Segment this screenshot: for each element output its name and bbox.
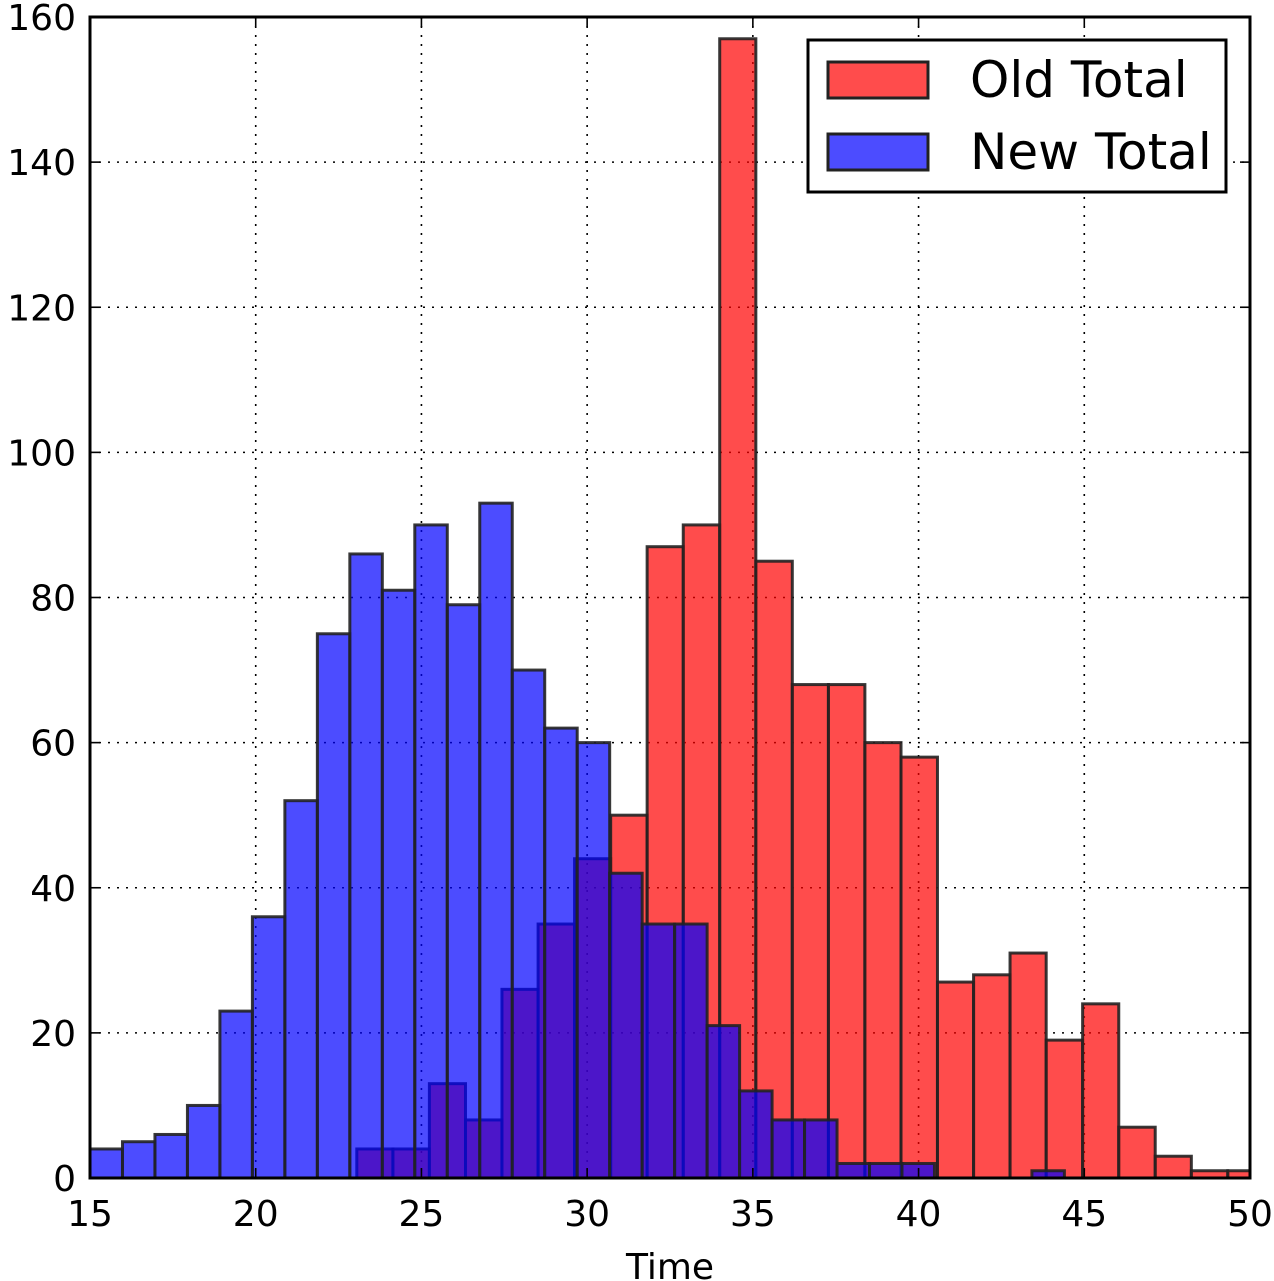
bar	[640, 922, 677, 1180]
bar	[899, 755, 939, 1180]
bar	[380, 588, 417, 1180]
legend-label: New Total	[970, 123, 1212, 181]
x-tick-label: 15	[67, 1194, 113, 1235]
bar	[348, 552, 384, 1180]
x-tick-label: 45	[1061, 1194, 1107, 1235]
legend: Old Total New Total	[806, 38, 1228, 194]
bar	[445, 603, 482, 1180]
bar	[1117, 1125, 1157, 1180]
bar	[770, 1118, 807, 1180]
x-axis-label: Time	[625, 1247, 714, 1281]
bar	[803, 1118, 839, 1180]
bar	[1081, 1002, 1121, 1180]
bar	[608, 871, 644, 1180]
bar	[413, 523, 449, 1180]
bar	[673, 922, 709, 1180]
x-tick-label: 50	[1227, 1194, 1273, 1235]
y-tick-label: 120	[7, 288, 76, 329]
y-tick-label: 40	[30, 869, 76, 910]
bar	[863, 741, 903, 1180]
x-tick-label: 25	[399, 1194, 445, 1235]
bar	[120, 1140, 157, 1180]
bar	[283, 799, 319, 1180]
bar	[835, 1161, 872, 1180]
bar	[250, 915, 287, 1180]
x-tick-label: 35	[730, 1194, 776, 1235]
legend-swatch	[826, 132, 930, 172]
bar	[510, 668, 547, 1180]
bar	[826, 683, 867, 1180]
y-tick-label: 100	[7, 433, 76, 474]
bar	[705, 1024, 742, 1180]
bar	[185, 1103, 222, 1180]
bar	[1153, 1154, 1193, 1180]
y-tick-label: 160	[7, 0, 76, 39]
y-tick-label: 80	[30, 579, 76, 620]
x-tick-label: 30	[564, 1194, 610, 1235]
bar	[790, 683, 830, 1180]
y-tick-label: 60	[30, 724, 76, 765]
bar	[1008, 951, 1048, 1180]
legend-swatch	[826, 60, 930, 100]
y-tick-label: 0	[53, 1159, 76, 1200]
tick-marks	[89, 16, 1251, 1179]
bar	[972, 973, 1012, 1180]
bar	[1044, 1038, 1085, 1180]
x-tick-label: 20	[233, 1194, 279, 1235]
y-tick-label: 140	[7, 143, 76, 184]
bar	[315, 632, 352, 1180]
legend-label: Old Total	[970, 51, 1188, 109]
bar	[935, 980, 976, 1180]
bar	[718, 37, 758, 1180]
bar	[478, 501, 514, 1180]
x-tick-label: 40	[896, 1194, 942, 1235]
bar	[88, 1147, 124, 1180]
bars	[88, 37, 1252, 1180]
bar	[868, 1161, 904, 1180]
bar	[738, 1089, 774, 1180]
bar	[153, 1132, 189, 1180]
bar	[754, 559, 794, 1180]
bar	[575, 741, 612, 1180]
series-new-total	[88, 501, 1066, 1180]
bar	[543, 726, 579, 1180]
tick-labels: 15 20 25 30 35 40 45 50 0 20 40 60 80 100 120 140 160	[7, 0, 1273, 1235]
y-tick-label: 20	[30, 1014, 76, 1055]
bar	[218, 1009, 254, 1180]
